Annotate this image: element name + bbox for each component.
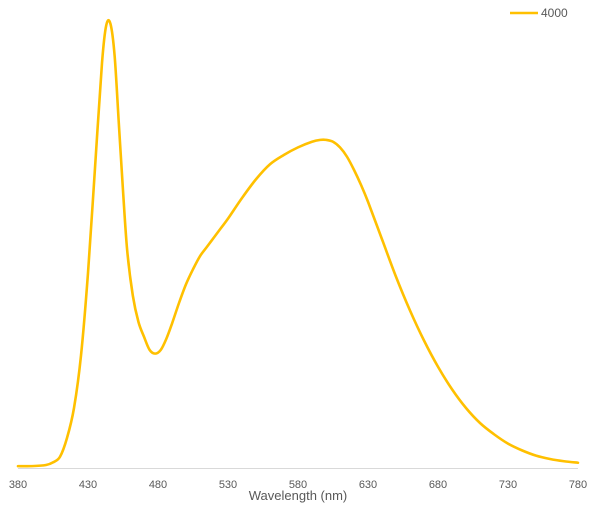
x-tick-label-430: 430	[79, 479, 97, 491]
x-tick-label-480: 480	[149, 479, 167, 491]
legend: 4000	[510, 6, 568, 20]
legend-label-4000: 4000	[541, 6, 568, 20]
x-tick-label-780: 780	[569, 479, 587, 491]
x-tick-labels: 380 430 480 530 580 630 680 730 780	[9, 479, 587, 491]
x-axis-title: Wavelength (nm)	[249, 488, 348, 503]
plot-area	[16, 18, 580, 469]
x-tick-label-530: 530	[219, 479, 237, 491]
x-tick-label-730: 730	[499, 479, 517, 491]
series-line-4000	[16, 18, 580, 468]
x-tick-label-580: 580	[289, 479, 307, 491]
x-tick-label-380: 380	[9, 479, 27, 491]
x-tick-label-630: 630	[359, 479, 377, 491]
x-tick-label-680: 680	[429, 479, 447, 491]
